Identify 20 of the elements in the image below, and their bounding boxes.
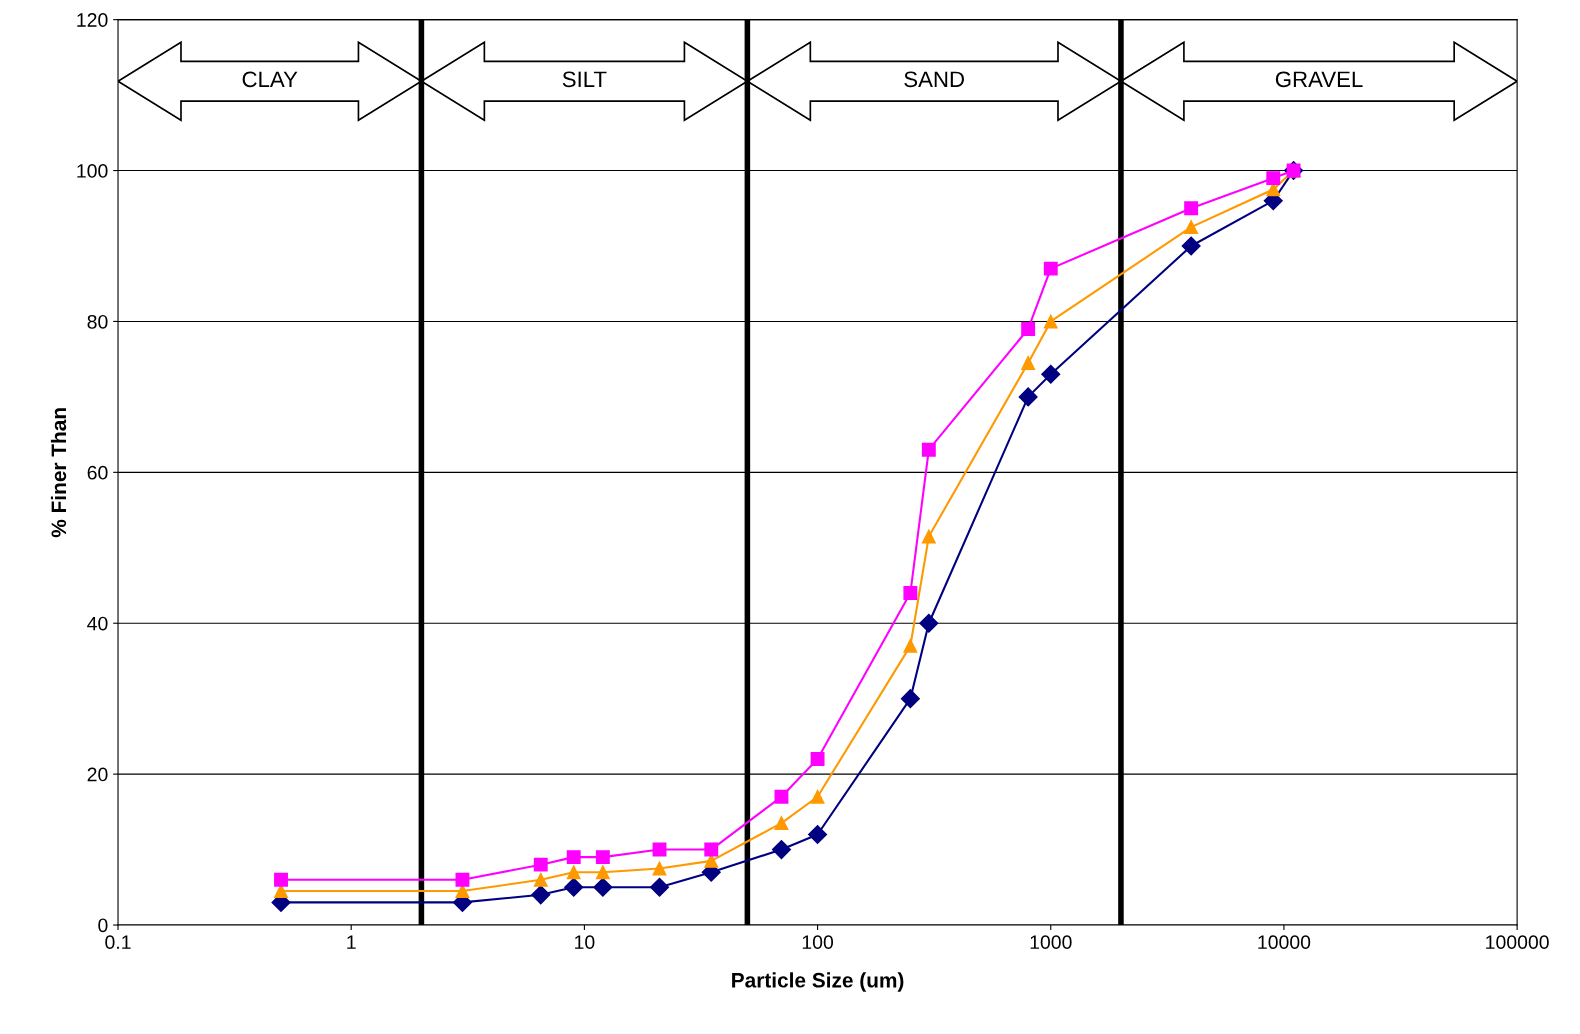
x-axis-title: Particle Size (um) <box>732 972 904 992</box>
y-tick-label: 80 <box>87 314 108 329</box>
y-tick-label: 60 <box>87 465 108 480</box>
x-tick-label: 100000 <box>1486 935 1549 950</box>
x-tick-label: 10 <box>575 935 595 950</box>
y-tick-label: 120 <box>77 13 108 27</box>
x-tick-label: 1 <box>347 935 356 949</box>
x-tick-label: 10000 <box>1258 935 1311 950</box>
y-axis-title: % Finer Than <box>50 408 67 538</box>
annotation: GRAVEL <box>1275 71 1363 88</box>
annotation: CLAY <box>242 71 298 88</box>
y-tick-label: 40 <box>87 616 108 631</box>
y-tick-label: 100 <box>77 164 108 178</box>
y-tick-label: 20 <box>87 767 108 782</box>
y-tick-label: 0 <box>98 918 108 933</box>
annotation: SAND <box>904 71 964 88</box>
x-tick-label: 1000 <box>1030 935 1072 950</box>
annotation: SILT <box>562 71 607 88</box>
x-tick-label: 0.1 <box>105 935 131 950</box>
x-tick-label: 100 <box>802 935 834 950</box>
